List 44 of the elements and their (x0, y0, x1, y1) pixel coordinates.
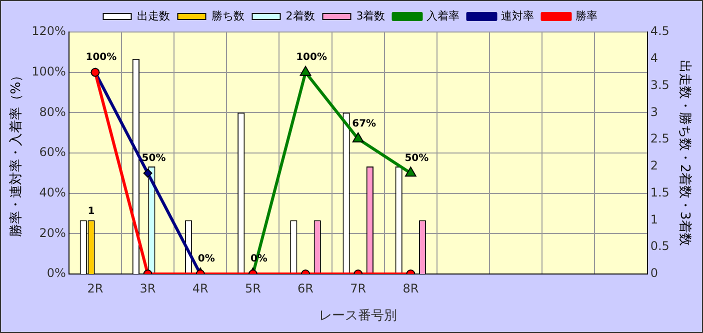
y-tick-label: 100% (32, 64, 66, 78)
legend-label: 勝ち数 (211, 9, 244, 22)
data-label: 50% (404, 152, 429, 164)
point (405, 166, 416, 177)
x-tick-label: 5R (244, 281, 261, 296)
y2-axis-title: 出走数・勝ち数・2着数・3着数 (676, 60, 693, 246)
x-tick-label: 3R (140, 281, 156, 296)
data-label: 67% (352, 118, 376, 130)
x-tick-label: 6R (298, 281, 314, 296)
y-axis-title: 勝率・連対率・入着率（%） (8, 68, 24, 238)
data-label: 100% (296, 52, 327, 63)
legend-label: 3着数 (356, 9, 386, 22)
y-tick-label: 0% (46, 266, 66, 280)
y2-tick-label: 1.5 (650, 185, 670, 200)
legend-label: 2着数 (286, 9, 315, 22)
x-tick-label: 8R (402, 281, 419, 296)
x-tick-label: 7R (350, 281, 366, 296)
y2-tick-label: 4.5 (650, 24, 670, 38)
y2-tick-label: 0 (650, 266, 658, 280)
data-label: 100% (86, 52, 117, 63)
y-tick-label: 120% (32, 24, 66, 38)
point (352, 132, 364, 142)
y2-tick-label: 3 (650, 104, 658, 119)
y2-tick-label: 1 (650, 212, 658, 226)
x-axis-title: レース番号別 (319, 308, 398, 324)
legend-label: 連対率 (501, 9, 534, 22)
legend-label: 入着率 (426, 9, 460, 22)
y2-tick-label: 2.5 (650, 132, 670, 146)
y2-tick-label: 0.5 (650, 239, 670, 254)
y-tick-label: 80% (39, 104, 66, 119)
y2-tick-label: 3.5 (650, 78, 670, 92)
legend-label: 出走数 (136, 9, 170, 22)
legend-label: 勝率 (576, 9, 598, 22)
y-tick-label: 60% (39, 145, 66, 160)
point (300, 66, 312, 76)
x-tick-label: 2R (87, 281, 104, 296)
data-label: 0% (198, 254, 215, 265)
y2-tick-label: 4 (650, 51, 658, 66)
y2-tick-label: 2 (650, 158, 658, 173)
data-label: 50% (142, 152, 166, 164)
y-tick-label: 20% (39, 226, 66, 240)
x-tick-label: 4R (192, 281, 208, 296)
y-tick-label: 40% (39, 185, 66, 200)
data-label: 1 (88, 206, 95, 217)
